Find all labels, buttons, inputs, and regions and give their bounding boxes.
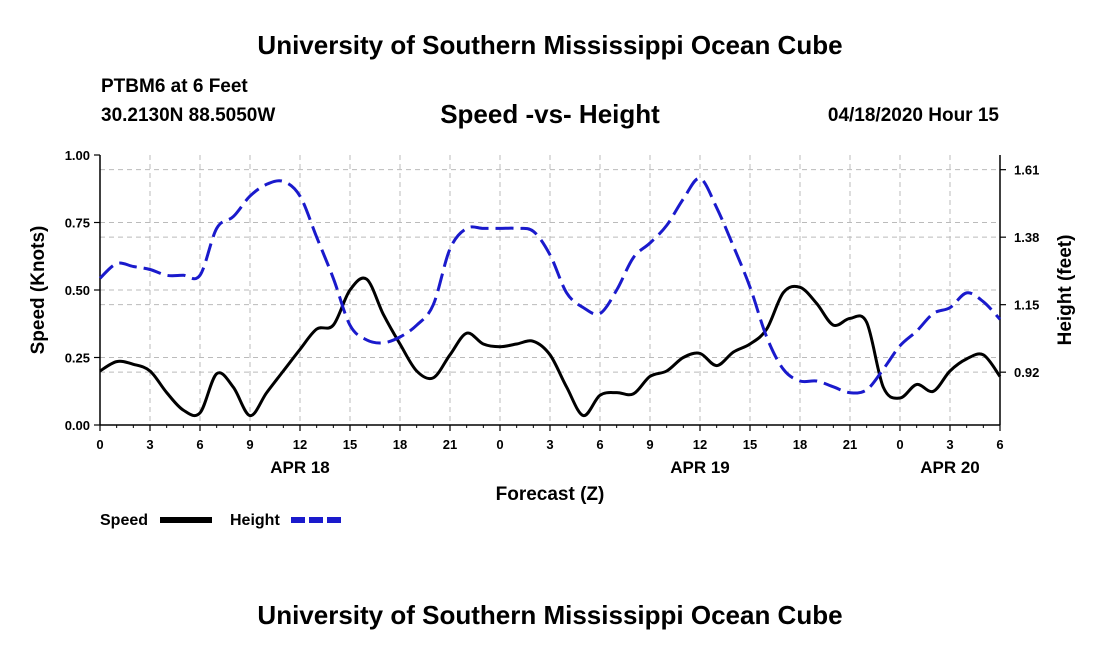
x-tick-label: 21: [443, 437, 457, 452]
x-tick-label: 0: [896, 437, 903, 452]
y-tick-label: 0.25: [65, 351, 90, 366]
series-line-speed: [99, 276, 1002, 418]
x-tick-label: 12: [693, 437, 707, 452]
x-tick-label: 3: [146, 437, 153, 452]
forecast-datetime: 04/18/2020 Hour 15: [827, 105, 999, 126]
x-tick-label: 9: [246, 437, 253, 452]
x-tick-label: 15: [743, 437, 757, 452]
x-tick-label: 18: [393, 437, 407, 452]
y-tick-label: 1.00: [65, 148, 90, 163]
x-tick-label: 0: [96, 437, 103, 452]
y-tick-label: 0.00: [65, 418, 90, 433]
y2-tick-label: 0.92: [1014, 365, 1039, 380]
y2-tick-label: 1.15: [1014, 298, 1039, 313]
y-tick-label: 0.75: [65, 216, 90, 231]
chart-title: University of Southern Mississippi Ocean…: [257, 30, 843, 60]
x-tick-label: 3: [946, 437, 953, 452]
x-tick-label: 6: [596, 437, 603, 452]
x-tick-label: 6: [196, 437, 203, 452]
y2-axis-title: Height (feet): [1055, 235, 1076, 346]
x-tick-label: 18: [793, 437, 807, 452]
legend-label-height: Height: [230, 512, 280, 529]
date-label: APR 19: [670, 458, 730, 477]
x-tick-label: 21: [843, 437, 857, 452]
legend-label-speed: Speed: [100, 512, 148, 529]
x-tick-label: 9: [646, 437, 653, 452]
x-tick-label: 3: [546, 437, 553, 452]
y-tick-label: 0.50: [65, 283, 90, 298]
station-coordinates: 30.2130N 88.5050W: [101, 105, 276, 126]
y-axis-title: Speed (Knots): [28, 226, 49, 355]
date-label: APR 18: [270, 458, 330, 477]
x-axis-title: Forecast (Z): [496, 484, 605, 505]
y2-tick-label: 1.38: [1014, 230, 1039, 245]
chart-subtitle: Speed -vs- Height: [440, 99, 660, 129]
station-name: PTBM6 at 6 Feet: [101, 76, 248, 97]
y2-tick-label: 1.61: [1014, 163, 1039, 178]
date-label: APR 20: [920, 458, 980, 477]
x-tick-label: 0: [496, 437, 503, 452]
x-tick-label: 6: [996, 437, 1003, 452]
footer-title: University of Southern Mississippi Ocean…: [257, 600, 843, 630]
x-tick-label: 15: [343, 437, 357, 452]
series-line-height: [98, 176, 1002, 395]
x-tick-label: 12: [293, 437, 307, 452]
